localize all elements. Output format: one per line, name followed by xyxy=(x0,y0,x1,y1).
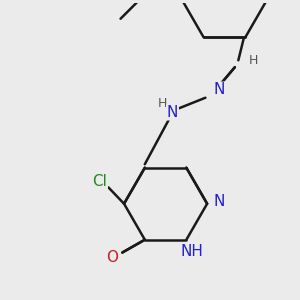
Text: N: N xyxy=(167,105,178,120)
Text: H: H xyxy=(158,97,167,110)
Text: H: H xyxy=(249,54,259,67)
Text: Cl: Cl xyxy=(92,174,107,189)
Text: NH: NH xyxy=(180,244,203,259)
Text: N: N xyxy=(214,194,225,209)
Text: O: O xyxy=(106,250,118,265)
Text: N: N xyxy=(214,82,225,97)
